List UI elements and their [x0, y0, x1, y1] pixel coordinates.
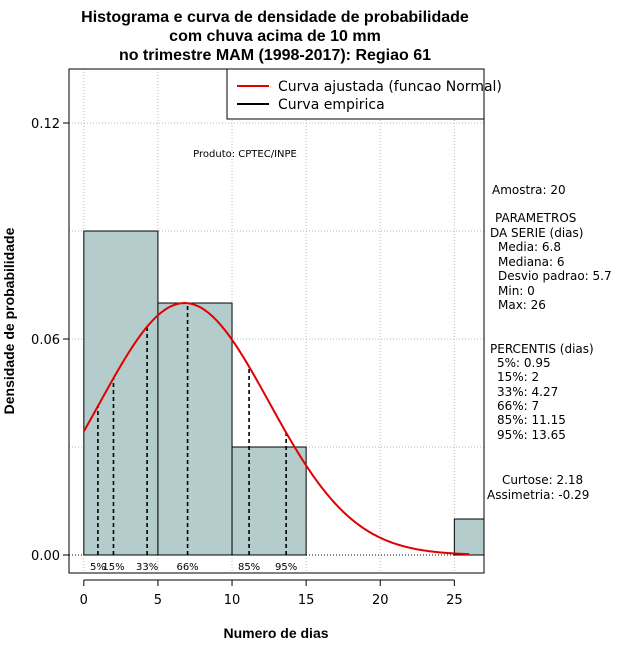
percentile-label-0: 5% — [90, 562, 106, 573]
histogram-bars — [83, 230, 485, 556]
x-tick-label-2: 10 — [224, 593, 241, 608]
param-sd: Desvio padrao: 5.7 — [498, 269, 612, 283]
legend-label-empirical: Curva empirica — [278, 97, 385, 113]
param-mean: Media: 6.8 — [498, 240, 561, 254]
product-annotation: Produto: CPTEC/INPE — [193, 149, 297, 160]
percentil-5: 5%: 0.95 — [497, 356, 551, 370]
percentil-66: 66%: 7 — [497, 399, 539, 413]
percentile-label-3: 66% — [176, 562, 198, 573]
histogram-bar-0 — [83, 230, 159, 556]
y-axis: 0.00 0.06 0.12 — [31, 117, 70, 564]
percentis-title: PERCENTIS (dias) — [490, 342, 594, 356]
percentil-15: 15%: 2 — [497, 370, 539, 384]
histogram-bar-3 — [453, 518, 485, 556]
percentile-lines: 5%15% 33% 66% 85% 95% — [90, 303, 297, 573]
histogram-bar-1 — [157, 302, 233, 556]
y-tick-label-0: 0.00 — [31, 549, 60, 564]
stats-panel: Amostra: 20 PARAMETROS DA SERIE (dias) M… — [487, 183, 612, 502]
skewness: Assimetria: -0.29 — [487, 488, 589, 502]
y-tick-label-1: 0.06 — [31, 333, 60, 348]
params-title-1: PARAMETROS — [495, 211, 576, 225]
fitted-curve-layer — [82, 302, 470, 556]
percentile-label-4: 85% — [238, 562, 260, 573]
sample-size: Amostra: 20 — [492, 183, 566, 197]
percentile-label-5: 95% — [275, 562, 297, 573]
params-title-2: DA SERIE (dias) — [490, 226, 583, 240]
param-max: Max: 26 — [498, 298, 546, 312]
param-min: Min: 0 — [498, 284, 535, 298]
x-tick-label-4: 20 — [372, 593, 389, 608]
fitted-normal-curve — [82, 302, 470, 556]
chart-title-line-2: com chuva acima de 10 mm — [169, 28, 381, 45]
chart-title-line-3: no trimestre MAM (1998-2017): Regiao 61 — [119, 47, 431, 64]
legend: Curva ajustada (funcao Normal) Curva emp… — [226, 68, 502, 120]
y-tick-label-2: 0.12 — [31, 117, 60, 132]
param-median: Mediana: 6 — [498, 255, 565, 269]
percentil-85: 85%: 11.15 — [497, 413, 566, 427]
legend-box — [226, 68, 485, 120]
percentil-95: 95%: 13.65 — [497, 428, 566, 442]
x-tick-label-0: 0 — [80, 593, 88, 608]
x-tick-label-5: 25 — [446, 593, 463, 608]
grid-lines — [69, 69, 484, 573]
x-axis-label: Numero de dias — [223, 625, 328, 641]
x-axis: 0 5 10 15 20 25 — [80, 579, 463, 608]
chart-title-line-1: Histograma e curva de densidade de proba… — [81, 9, 469, 26]
kurtosis: Curtose: 2.18 — [502, 473, 583, 487]
percentile-label-2: 33% — [136, 562, 158, 573]
x-tick-label-1: 5 — [154, 593, 162, 608]
percentil-33: 33%: 4.27 — [497, 385, 558, 399]
percentile-label-1: 15% — [102, 562, 124, 573]
y-axis-label: Densidade de probabilidade — [1, 227, 17, 414]
legend-label-fitted: Curva ajustada (funcao Normal) — [278, 79, 502, 95]
x-tick-label-3: 15 — [298, 593, 315, 608]
histogram-bar-2 — [231, 446, 307, 556]
